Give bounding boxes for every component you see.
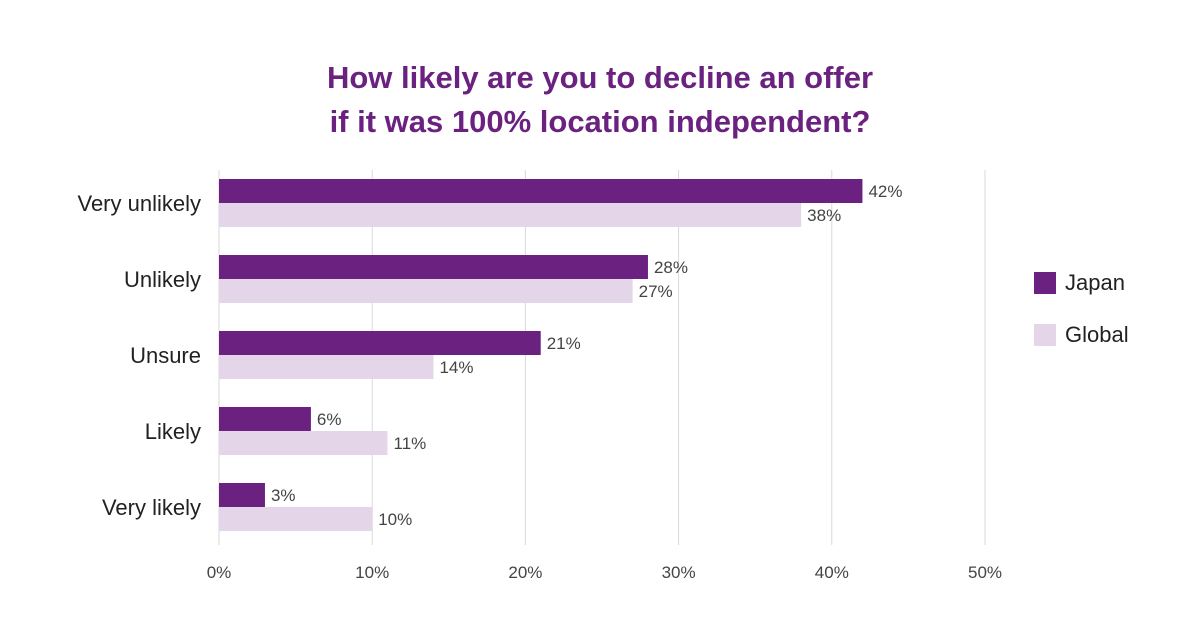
bar-japan	[219, 331, 541, 355]
bar-global	[219, 203, 802, 227]
bar-japan	[219, 483, 265, 507]
chart-title-line-1: How likely are you to decline an offer	[326, 60, 874, 95]
legend-item-japan: Japan	[1034, 270, 1125, 295]
x-tick-label: 10%	[355, 563, 389, 582]
data-label: 10%	[378, 510, 412, 529]
x-tick-label: 50%	[968, 563, 1002, 582]
bar-japan	[219, 407, 311, 431]
data-label: 38%	[807, 206, 841, 225]
chart-title-line-2: if it was 100% location independent?	[329, 104, 871, 139]
x-tick-label: 20%	[508, 563, 542, 582]
bar-global	[219, 431, 388, 455]
data-label: 14%	[439, 358, 473, 377]
data-label: 6%	[317, 410, 342, 429]
legend-swatch-japan	[1034, 272, 1056, 294]
legend-label-global: Global	[1065, 322, 1129, 347]
category-label: Likely	[145, 419, 201, 444]
x-tick-label: 40%	[815, 563, 849, 582]
bar-japan	[219, 179, 863, 203]
data-label: 28%	[654, 258, 688, 277]
bar-global	[219, 507, 373, 531]
category-label: Unlikely	[124, 267, 201, 292]
category-label: Very likely	[102, 495, 201, 520]
bar-global	[219, 355, 434, 379]
legend-swatch-global	[1034, 324, 1056, 346]
data-label: 21%	[547, 334, 581, 353]
data-label: 3%	[271, 486, 296, 505]
category-label: Very unlikely	[77, 191, 201, 216]
x-tick-label: 0%	[207, 563, 232, 582]
legend-item-global: Global	[1034, 322, 1129, 347]
x-tick-label: 30%	[662, 563, 696, 582]
legend-label-japan: Japan	[1065, 270, 1125, 295]
data-label: 42%	[868, 182, 902, 201]
category-label: Unsure	[130, 343, 201, 368]
bar-japan	[219, 255, 648, 279]
bar-global	[219, 279, 633, 303]
data-label: 11%	[394, 434, 427, 453]
data-label: 27%	[639, 282, 673, 301]
